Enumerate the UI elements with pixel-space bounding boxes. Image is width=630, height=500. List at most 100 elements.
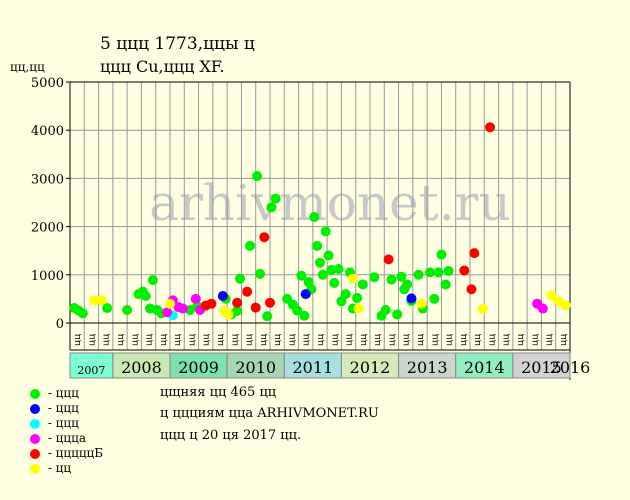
data-point — [436, 249, 447, 260]
quarter-label: цц — [287, 334, 297, 346]
info-line-3: ццц ц 20 ця 2017 цц. — [160, 428, 302, 443]
legend-label: - цц — [44, 461, 72, 475]
y-tick-label: 0 — [56, 317, 64, 332]
data-point — [392, 309, 403, 320]
data-point — [383, 254, 394, 265]
data-point — [122, 304, 133, 315]
legend-dot-icon — [30, 448, 40, 459]
data-point — [429, 293, 440, 304]
y-tick-label: 2000 — [31, 221, 64, 236]
legend-dot-icon — [30, 388, 40, 399]
data-point — [459, 265, 470, 276]
data-point — [89, 295, 100, 306]
quarter-label: цц — [245, 334, 255, 346]
year-label: 2016 — [550, 358, 591, 377]
data-point — [353, 303, 364, 314]
legend-item: - цццa — [30, 431, 86, 445]
legend-item: - цц — [30, 461, 71, 475]
y-tick-label: 1000 — [31, 269, 64, 284]
data-point — [259, 232, 270, 243]
year-band — [226, 352, 285, 379]
legend-label: - ццц — [44, 386, 79, 400]
quarter-label: цц — [187, 334, 197, 346]
watermark: arhivmonet.ru — [149, 174, 511, 232]
quarter-label: цц — [416, 334, 426, 346]
data-point — [177, 303, 188, 314]
quarter-label: цц — [145, 334, 155, 346]
legend-item: - ццц — [30, 386, 79, 400]
legend-dot-icon — [30, 433, 40, 444]
data-point — [485, 122, 495, 133]
quarter-label: цц — [345, 334, 355, 346]
legend-dot-icon — [30, 418, 40, 429]
data-point — [440, 279, 451, 290]
data-point — [312, 240, 323, 251]
data-point — [357, 279, 368, 290]
data-point — [262, 311, 273, 322]
year-label: 2009 — [178, 358, 219, 377]
year-label: 2015 — [521, 358, 562, 377]
legend-dot-icon — [30, 463, 40, 474]
quarter-label: цц — [202, 334, 212, 346]
data-point — [102, 303, 113, 314]
quarter-label: цц — [302, 334, 312, 346]
legend-label: - ццц — [44, 416, 79, 430]
quarter-label: цц — [502, 334, 512, 346]
data-point — [299, 310, 310, 321]
year-band — [512, 352, 571, 379]
quarter-label: цц — [73, 334, 83, 346]
chart-title: 5 ццц 1773,ццы ц — [100, 34, 255, 54]
legend-label: - цццццБ — [44, 446, 104, 460]
data-point — [77, 308, 88, 319]
data-point — [323, 250, 334, 261]
data-point — [369, 272, 380, 283]
data-point — [300, 289, 311, 300]
data-point — [250, 302, 261, 313]
quarter-label: цц — [387, 334, 397, 346]
legend-dot-icon — [30, 403, 40, 414]
data-point — [235, 273, 245, 284]
data-point — [232, 297, 243, 308]
data-point — [265, 297, 275, 308]
year-band — [69, 352, 114, 379]
quarter-label: цц — [173, 334, 183, 346]
data-point — [96, 295, 107, 306]
quarter-label: цц — [487, 334, 497, 346]
y-tick-label: 3000 — [31, 172, 64, 187]
quarter-label: цц — [445, 334, 455, 346]
info-line-1: цщняя цц 465 цц — [160, 385, 277, 400]
data-point — [223, 309, 234, 320]
quarter-label: цц — [559, 334, 569, 346]
data-point — [443, 265, 454, 276]
data-point — [380, 304, 391, 315]
data-point — [347, 273, 358, 284]
quarter-label: цц — [87, 334, 97, 346]
year-label: 2013 — [407, 358, 448, 377]
quarter-label: цц — [259, 334, 269, 346]
data-point — [242, 286, 253, 297]
data-point — [317, 269, 328, 280]
data-point — [406, 293, 417, 304]
data-point — [329, 277, 340, 288]
year-label: 2007 — [77, 364, 105, 377]
quarter-label: цц — [216, 334, 226, 346]
data-point — [140, 291, 151, 302]
data-point — [386, 274, 397, 285]
data-point — [537, 303, 548, 314]
data-point — [336, 296, 347, 307]
quarter-label: цц — [373, 334, 383, 346]
data-point — [466, 284, 477, 295]
data-point — [252, 170, 263, 181]
y-axis-label: цц,цц — [10, 60, 45, 74]
year-label: 2012 — [350, 358, 391, 377]
quarter-label: цц — [402, 334, 412, 346]
quarter-label: цц — [230, 334, 240, 346]
data-point — [333, 264, 344, 275]
quarter-label: цц — [130, 334, 140, 346]
data-point — [477, 304, 488, 315]
data-point — [413, 269, 424, 280]
year-label: 2014 — [464, 358, 505, 377]
quarter-label: цц — [116, 334, 126, 346]
quarter-label: цц — [530, 334, 540, 346]
